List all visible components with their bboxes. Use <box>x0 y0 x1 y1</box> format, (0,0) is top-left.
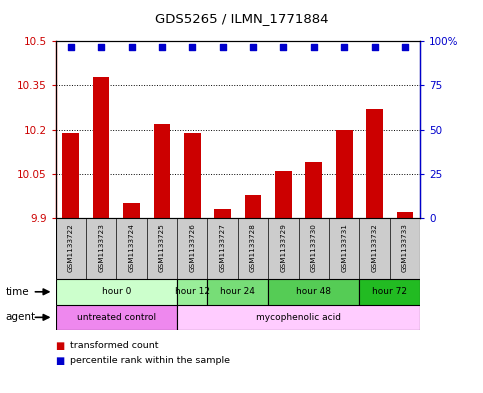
Text: hour 72: hour 72 <box>372 287 407 296</box>
Text: ■: ■ <box>56 356 65 366</box>
Bar <box>177 279 208 305</box>
Bar <box>214 209 231 218</box>
Point <box>219 43 227 50</box>
Text: transformed count: transformed count <box>70 342 158 350</box>
Text: GSM1133723: GSM1133723 <box>98 223 104 272</box>
Text: GSM1133722: GSM1133722 <box>68 223 74 272</box>
Point <box>67 43 74 50</box>
Text: GDS5265 / ILMN_1771884: GDS5265 / ILMN_1771884 <box>155 12 328 25</box>
Point <box>97 43 105 50</box>
Text: GSM1133728: GSM1133728 <box>250 223 256 272</box>
Bar <box>177 305 420 330</box>
Text: GSM1133730: GSM1133730 <box>311 223 317 272</box>
Bar <box>93 77 110 218</box>
Text: mycophenolic acid: mycophenolic acid <box>256 313 341 322</box>
Text: ■: ■ <box>56 341 65 351</box>
Point <box>128 43 135 50</box>
Text: GSM1133724: GSM1133724 <box>128 223 135 272</box>
Text: GSM1133731: GSM1133731 <box>341 223 347 272</box>
Bar <box>359 279 420 305</box>
Text: percentile rank within the sample: percentile rank within the sample <box>70 356 230 365</box>
Bar <box>56 305 177 330</box>
Text: GSM1133727: GSM1133727 <box>220 223 226 272</box>
Point <box>249 43 257 50</box>
Bar <box>305 162 322 218</box>
Text: hour 48: hour 48 <box>297 287 331 296</box>
Bar <box>208 279 268 305</box>
Text: agent: agent <box>6 312 36 322</box>
Point <box>188 43 196 50</box>
Bar <box>397 212 413 218</box>
Bar <box>268 279 359 305</box>
Bar <box>123 204 140 218</box>
Point <box>401 43 409 50</box>
Bar <box>154 124 170 218</box>
Bar <box>275 171 292 218</box>
Text: hour 24: hour 24 <box>220 287 256 296</box>
Text: hour 0: hour 0 <box>101 287 131 296</box>
Point <box>310 43 318 50</box>
Text: hour 12: hour 12 <box>175 287 210 296</box>
Text: GSM1133726: GSM1133726 <box>189 223 195 272</box>
Bar <box>184 132 200 218</box>
Bar <box>62 132 79 218</box>
Text: GSM1133725: GSM1133725 <box>159 223 165 272</box>
Point <box>371 43 379 50</box>
Text: untreated control: untreated control <box>77 313 156 322</box>
Text: time: time <box>6 287 29 297</box>
Bar <box>366 109 383 218</box>
Point <box>158 43 166 50</box>
Bar <box>245 195 261 218</box>
Text: GSM1133733: GSM1133733 <box>402 223 408 272</box>
Point <box>280 43 287 50</box>
Text: GSM1133732: GSM1133732 <box>371 223 378 272</box>
Point <box>341 43 348 50</box>
Text: GSM1133729: GSM1133729 <box>281 223 286 272</box>
Bar <box>336 130 353 218</box>
Bar <box>56 279 177 305</box>
